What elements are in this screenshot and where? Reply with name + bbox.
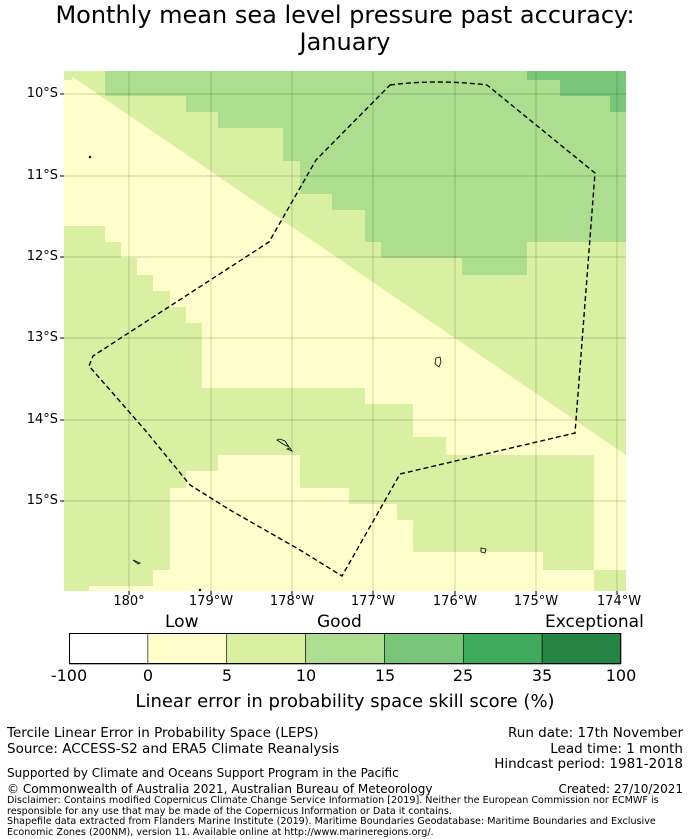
lat-label: 15°S bbox=[26, 493, 58, 508]
colorbar-cell bbox=[384, 633, 464, 665]
colorbar-tick: 10 bbox=[295, 666, 317, 685]
colorbar bbox=[69, 633, 622, 665]
colorbar-tick: 35 bbox=[531, 666, 553, 685]
colorbar-tick: 15 bbox=[374, 666, 396, 685]
colorbar-cell bbox=[305, 633, 385, 665]
data-source: Source: ACCESS-S2 and ERA5 Climate Reana… bbox=[7, 741, 340, 757]
islands bbox=[88, 155, 487, 592]
island bbox=[480, 547, 487, 554]
colorbar-cell bbox=[226, 633, 306, 665]
category-exceptional: Exceptional bbox=[545, 612, 644, 632]
category-low: Low bbox=[165, 612, 199, 632]
lon-label: 177°W bbox=[350, 594, 396, 609]
copyright: © Commonwealth of Australia 2021, Austra… bbox=[7, 782, 433, 796]
lon-label: 175°W bbox=[513, 594, 559, 609]
island bbox=[276, 438, 291, 449]
island bbox=[434, 356, 442, 368]
lat-label: 13°S bbox=[26, 330, 58, 345]
colorbar-tick: -100 bbox=[50, 666, 88, 685]
colorbar-cell bbox=[147, 633, 228, 665]
better-region bbox=[105, 71, 626, 275]
lon-label: 174°W bbox=[596, 594, 642, 609]
hindcast-period: Hindcast period: 1981-2018 bbox=[494, 756, 683, 772]
colorbar-tick: 100 bbox=[605, 666, 637, 685]
lat-label: 12°S bbox=[26, 249, 58, 264]
high-region bbox=[527, 71, 626, 112]
lat-label: 10°S bbox=[26, 86, 58, 101]
created-date: Created: 27/10/2021 bbox=[558, 782, 683, 796]
gridlines bbox=[64, 71, 626, 591]
lon-label: 180° bbox=[113, 594, 145, 609]
category-good: Good bbox=[317, 612, 362, 632]
skill-grid bbox=[64, 71, 626, 591]
product-name: Tercile Linear Error in Probability Spac… bbox=[7, 725, 319, 741]
colorbar-cell bbox=[541, 633, 622, 665]
colorbar-tick: 25 bbox=[452, 666, 474, 685]
island bbox=[132, 559, 141, 565]
colorbar-tick: 5 bbox=[221, 666, 233, 685]
shapefile-credit: Shapefile data extracted from Flanders M… bbox=[7, 816, 656, 838]
lon-label: 178°W bbox=[269, 594, 315, 609]
run-date: Run date: 17th November bbox=[507, 725, 683, 741]
lead-time: Lead time: 1 month bbox=[550, 741, 683, 757]
lon-label: 179°W bbox=[188, 594, 234, 609]
colorbar-title: Linear error in probability space skill … bbox=[135, 691, 555, 712]
lat-label: 14°S bbox=[26, 412, 58, 427]
skill-map bbox=[60, 71, 626, 595]
lat-label: 11°S bbox=[26, 168, 58, 183]
axis-ticks bbox=[60, 93, 618, 595]
colorbar-cell bbox=[69, 633, 149, 665]
colorbar-cell bbox=[462, 633, 543, 665]
disclaimer: Disclaimer: Contains modified Copernicus… bbox=[7, 795, 659, 817]
island bbox=[285, 447, 294, 452]
eez-boundary bbox=[88, 81, 596, 577]
page-title: Monthly mean sea level pressure past acc… bbox=[55, 1, 635, 56]
support-note: Supported by Climate and Oceans Support … bbox=[7, 766, 399, 780]
colorbar-tick: 0 bbox=[142, 666, 154, 685]
lon-label: 176°W bbox=[432, 594, 478, 609]
